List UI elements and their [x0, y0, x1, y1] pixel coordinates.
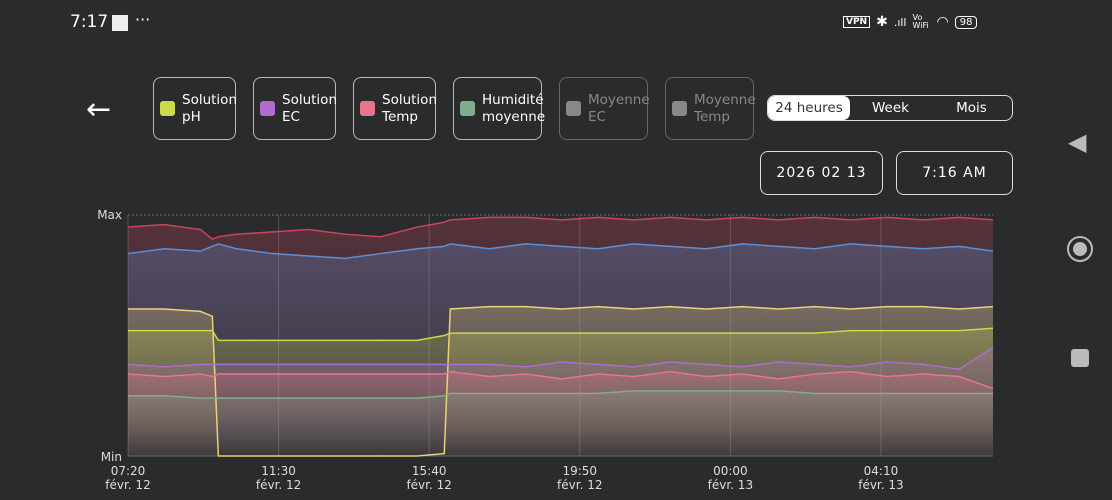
series-line-3: [128, 327, 994, 342]
x-tick-date: févr. 12: [406, 478, 451, 492]
legend-label: Moyenne EC: [588, 91, 650, 125]
series-line-0: [127, 216, 994, 240]
y-max-label: Max: [97, 208, 122, 222]
series-line-6: [128, 390, 993, 399]
x-tick-time: 00:00: [713, 464, 748, 478]
x-tick-date: févr. 13: [708, 478, 753, 492]
nav-back-icon[interactable]: ◀: [1068, 128, 1087, 156]
x-tick-time: 07:20: [111, 464, 146, 478]
x-tick-time: 19:50: [562, 464, 597, 478]
x-tick-time: 04:10: [864, 464, 899, 478]
legend-label: Solution EC: [282, 91, 337, 125]
notification-icon: [112, 15, 128, 31]
legend-label: Humidité moyenne: [482, 91, 546, 125]
legend-swatch: [672, 101, 687, 116]
series-area-6: [128, 390, 993, 456]
range-week[interactable]: Week: [872, 100, 909, 116]
volte-icon: Vo WiFi: [912, 13, 929, 30]
series-line-2: [128, 305, 994, 457]
x-tick-date: févr. 12: [105, 478, 150, 492]
legend-label: Solution Temp: [382, 91, 437, 125]
range-month[interactable]: Mois: [956, 100, 987, 116]
x-tick-date: févr. 12: [256, 478, 301, 492]
x-tick-date: févr. 13: [858, 478, 903, 492]
legend-label: Moyenne Temp: [694, 91, 756, 125]
range-selector[interactable]: 24 heures Week Mois: [767, 95, 1013, 121]
legend-swatch: [566, 101, 581, 116]
legend-swatch: [160, 101, 175, 116]
legend-label: Solution pH: [182, 91, 237, 125]
series-line-5: [127, 370, 994, 390]
x-tick-date: févr. 12: [557, 478, 602, 492]
legend-toggle-3[interactable]: Humidité moyenne: [453, 77, 546, 140]
battery-icon: 98: [954, 15, 978, 29]
nav-home-icon[interactable]: [1067, 236, 1093, 262]
more-notifications-icon: ···: [135, 10, 151, 29]
legend-toggle-5[interactable]: Moyenne Temp: [665, 77, 756, 140]
signal-icon: .ıll: [893, 15, 907, 29]
legend-swatch: [460, 101, 475, 116]
back-button[interactable]: ←: [86, 92, 112, 127]
time-picker[interactable]: 7:16 AM: [896, 151, 1013, 195]
legend-toggle-4[interactable]: Moyenne EC: [559, 77, 650, 140]
legend-swatch: [260, 101, 275, 116]
series-line-1: [127, 243, 994, 260]
legend-toggle-1[interactable]: Solution EC: [253, 77, 337, 140]
x-tick-time: 11:30: [261, 464, 296, 478]
status-time: 7:17: [70, 12, 109, 32]
wifi-icon: ◠: [936, 14, 949, 30]
series-line-4: [127, 346, 994, 371]
legend-swatch: [360, 101, 375, 116]
bluetooth-icon: ✱: [876, 14, 888, 30]
date-picker[interactable]: 2026 02 13: [760, 151, 883, 195]
x-tick-time: 15:40: [412, 464, 447, 478]
y-min-label: Min: [101, 450, 122, 464]
nav-recents-icon[interactable]: [1071, 349, 1089, 367]
legend-toggle-2[interactable]: Solution Temp: [353, 77, 437, 140]
vpn-icon: VPN: [843, 16, 871, 28]
legend-toggle-0[interactable]: Solution pH: [153, 77, 237, 140]
range-24h[interactable]: 24 heures: [768, 96, 850, 120]
